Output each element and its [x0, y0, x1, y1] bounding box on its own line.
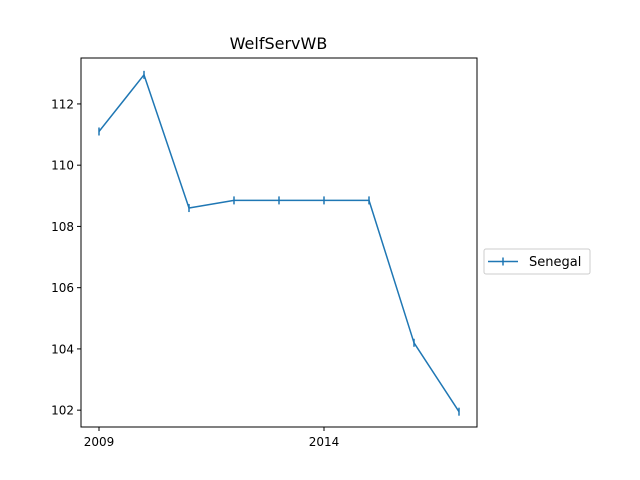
y-tick-label: 106	[51, 281, 74, 295]
plot-area	[98, 70, 460, 416]
legend: Senegal	[483, 248, 591, 275]
chart-title: WelfServWB	[230, 34, 328, 53]
x-tick-label: 2014	[309, 435, 340, 449]
axes: 2009 2014 102 104 106 108 110 112	[51, 97, 339, 449]
y-tick-label: 112	[51, 97, 74, 111]
plot-frame	[80, 57, 478, 428]
y-tick-label: 110	[51, 159, 74, 173]
y-tick-label: 102	[51, 404, 74, 418]
x-tick-label: 2009	[84, 435, 115, 449]
y-tick-label: 108	[51, 220, 74, 234]
y-tick-label: 104	[51, 342, 74, 356]
legend-box	[483, 248, 591, 275]
legend-label-senegal: Senegal	[529, 255, 581, 270]
